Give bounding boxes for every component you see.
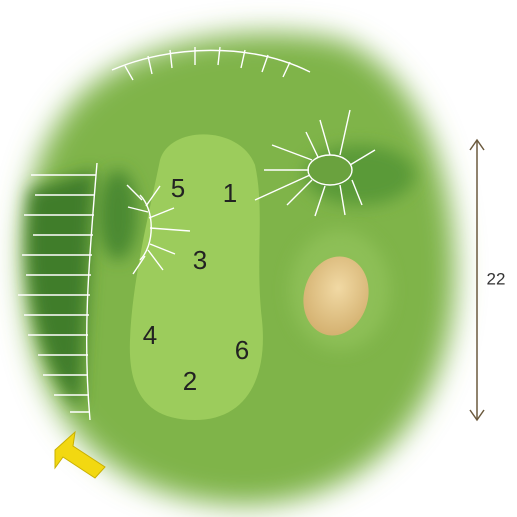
slope-hatching [18,46,376,421]
pin-label: 4 [143,320,157,350]
pin-label: 5 [171,173,185,203]
putting-surface [129,134,263,420]
pin-label: 2 [183,366,197,396]
pin-label: 6 [235,335,249,365]
pin-label: 1 [223,178,237,208]
bunker [303,256,369,336]
mound [307,154,353,186]
approach-arrow [54,430,106,479]
pin-label: 3 [193,245,207,275]
dimension-arrow [469,138,485,422]
dimension-label: 22 [487,269,506,288]
